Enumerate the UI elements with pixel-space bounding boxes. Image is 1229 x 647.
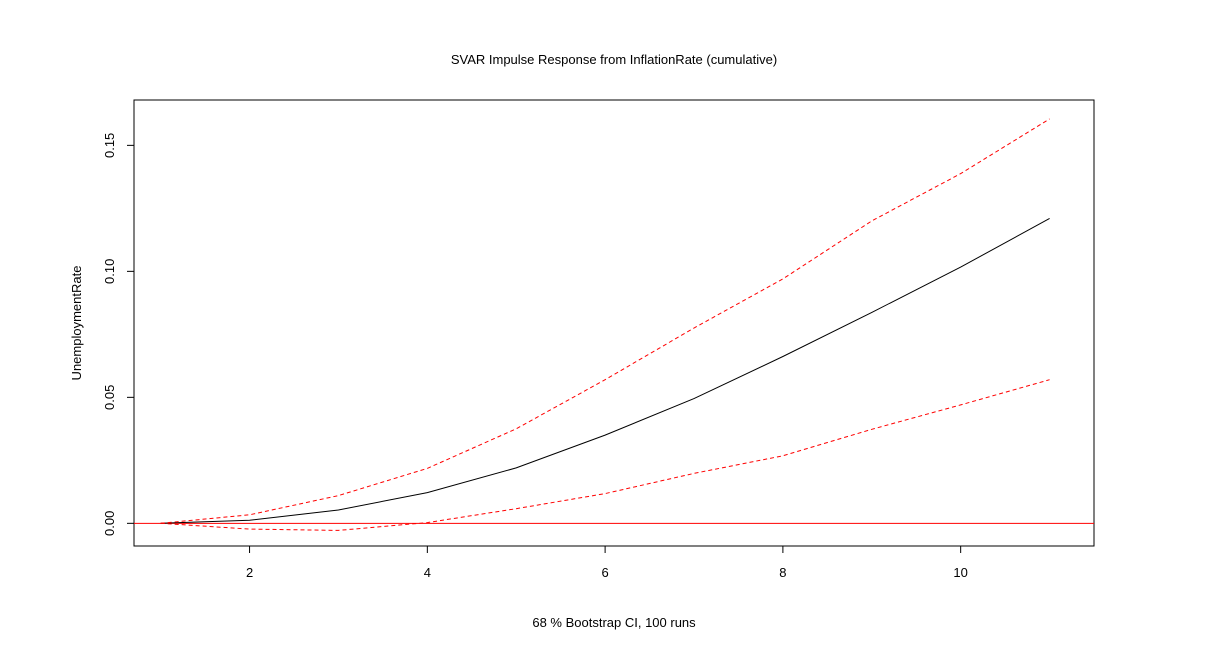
series-layer [160, 118, 1050, 531]
x-axis: 2 4 6 8 10 [246, 546, 968, 580]
x-tick-label: 10 [953, 565, 967, 580]
series-line-upper [160, 118, 1050, 524]
series-line-response [160, 217, 1050, 524]
y-axis: 0.00 0.05 0.10 0.15 [102, 133, 134, 536]
plot-frame [133, 99, 1095, 547]
y-tick-label: 0.00 [102, 511, 117, 536]
x-axis-label: 68 % Bootstrap CI, 100 runs [532, 615, 696, 630]
y-tick-label: 0.10 [102, 259, 117, 284]
series-line-lower [160, 379, 1050, 531]
x-tick-label: 6 [601, 565, 608, 580]
x-tick-label: 4 [424, 565, 431, 580]
y-tick-label: 0.05 [102, 385, 117, 410]
x-tick-label: 2 [246, 565, 253, 580]
x-tick-label: 8 [779, 565, 786, 580]
y-axis-label: UnemploymentRate [69, 266, 84, 381]
y-tick-label: 0.15 [102, 133, 117, 158]
chart-title: SVAR Impulse Response from InflationRate… [451, 52, 777, 67]
